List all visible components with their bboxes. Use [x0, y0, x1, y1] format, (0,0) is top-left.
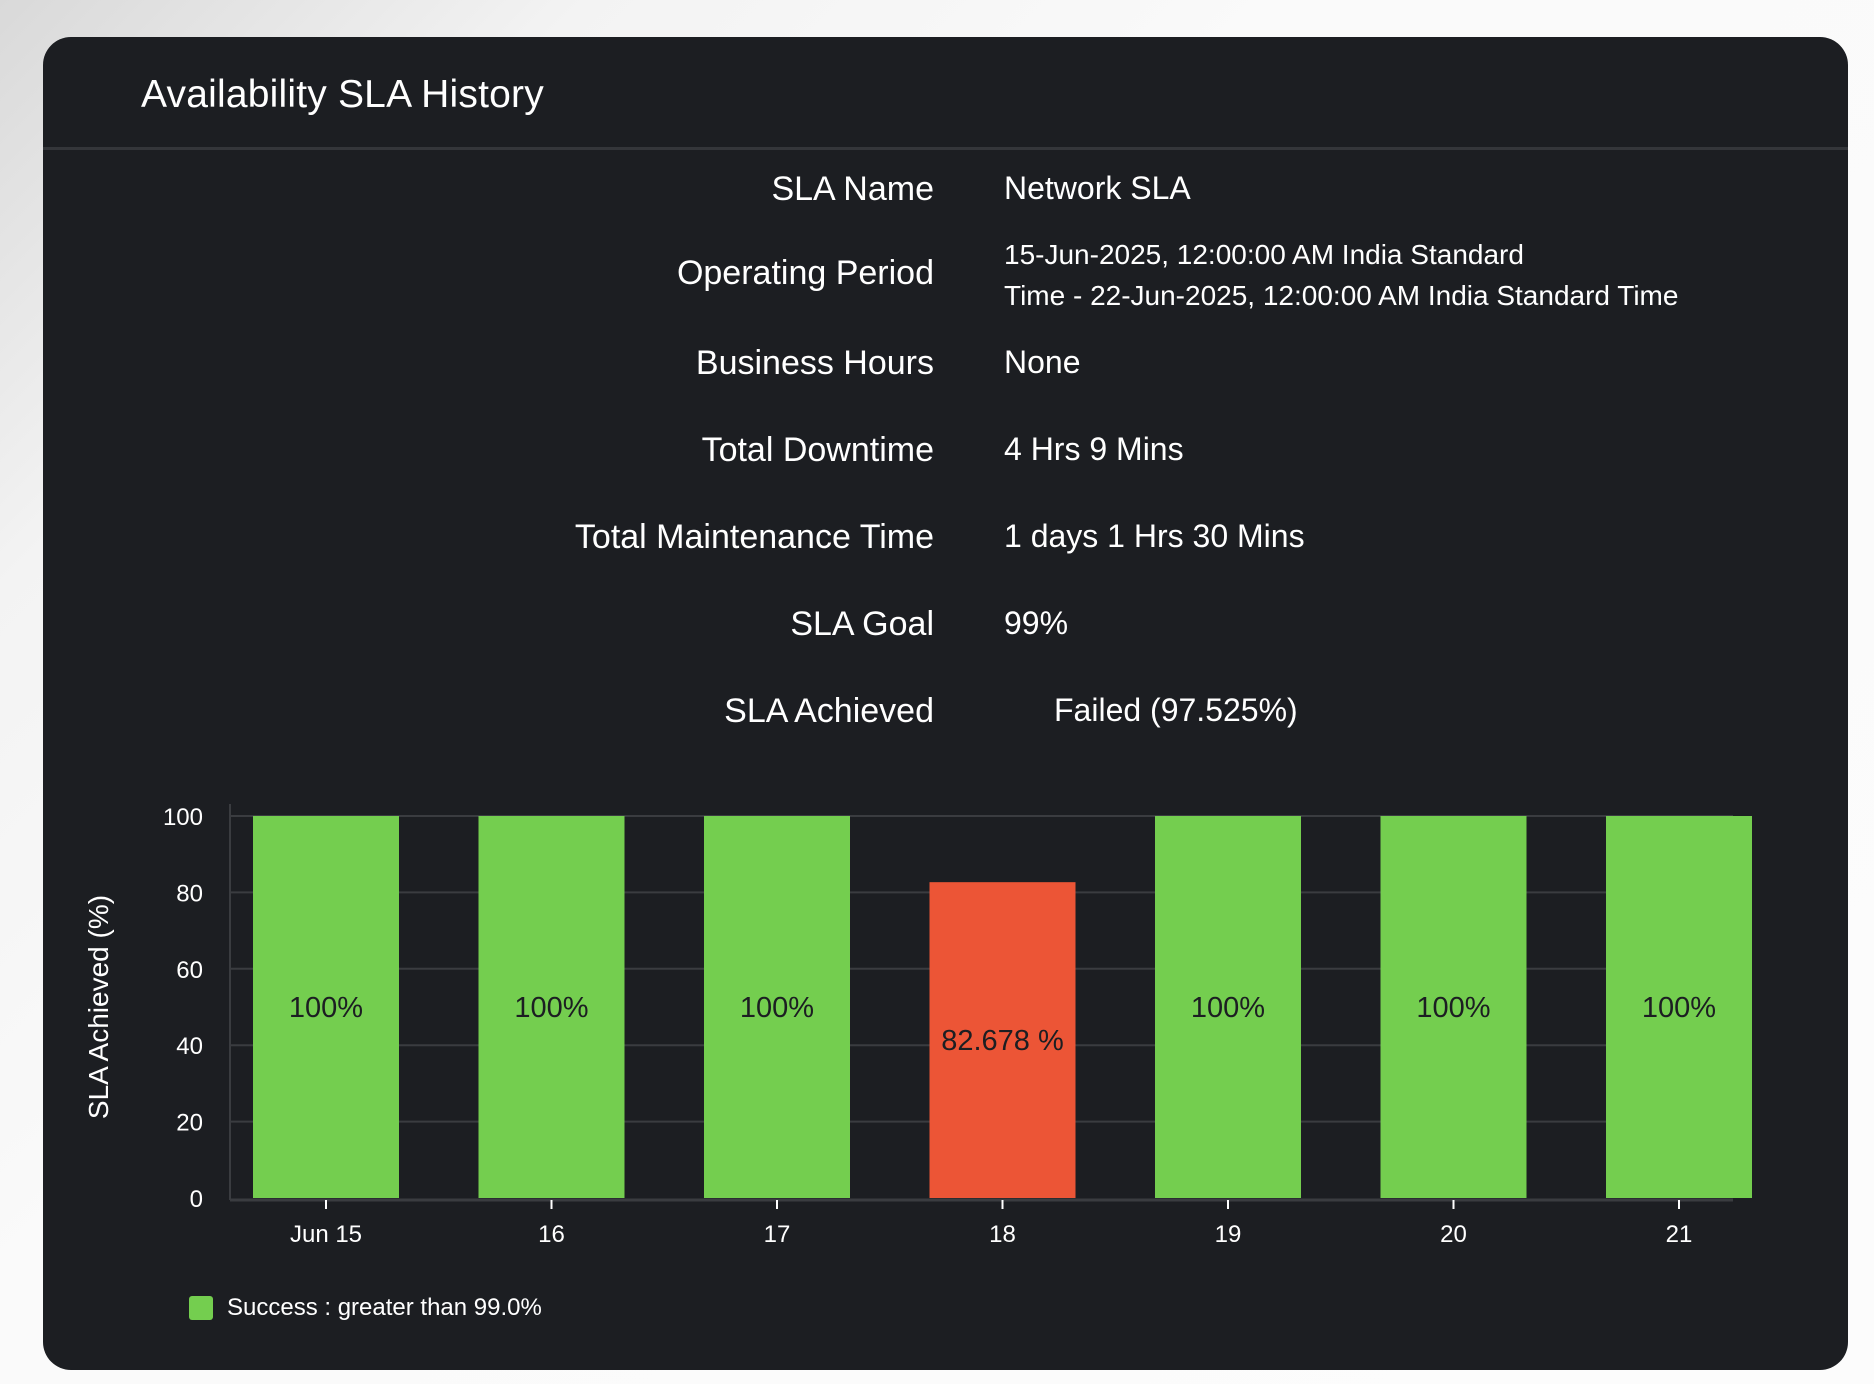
bar-success — [253, 816, 399, 1198]
detail-label: Operating Period — [676, 254, 934, 292]
y-axis-title: SLA Achieved (%) — [83, 895, 114, 1119]
y-tick-label: 80 — [176, 880, 203, 907]
bar-data-label: 100% — [289, 992, 363, 1024]
y-tick-label: 60 — [176, 957, 203, 984]
chart-legend: Success : greater than 99.0% — [189, 1294, 542, 1322]
x-tick-label: 19 — [1215, 1221, 1242, 1248]
y-tick-label: 0 — [190, 1186, 203, 1213]
bar-data-label: 100% — [1416, 992, 1490, 1024]
legend-swatch-success — [189, 1296, 213, 1320]
sla-history-card: Availability SLA History SLA Name Networ… — [43, 37, 1848, 1370]
detail-label: SLA Name — [771, 170, 934, 208]
x-tick-label: 16 — [538, 1221, 565, 1248]
detail-label: SLA Achieved — [724, 692, 934, 730]
bar-success — [1155, 816, 1301, 1198]
x-tick-label: 21 — [1666, 1221, 1693, 1248]
legend-label-success: Success : greater than 99.0% — [227, 1294, 542, 1321]
y-tick-label: 40 — [176, 1033, 203, 1060]
detail-value: 15-Jun-2025, 12:00:00 AM India Standard … — [1004, 234, 1678, 316]
y-tick-label: 100 — [163, 804, 203, 831]
detail-value: 1 days 1 Hrs 30 Mins — [1004, 518, 1305, 554]
card-title: Availability SLA History — [141, 73, 544, 116]
header-divider — [43, 147, 1848, 150]
detail-value-line: Time - 22-Jun-2025, 12:00:00 AM India St… — [1004, 280, 1679, 311]
detail-value: 99% — [1004, 605, 1069, 641]
x-tick-label: 18 — [989, 1221, 1016, 1248]
detail-label: SLA Goal — [790, 605, 934, 643]
bar-data-label: 100% — [514, 992, 588, 1024]
detail-value: None — [1004, 344, 1081, 380]
bar-failure — [929, 882, 1076, 1198]
detail-value: Network SLA — [1004, 170, 1191, 206]
bar-data-label: 82.678 % — [941, 1025, 1064, 1057]
detail-label: Business Hours — [695, 344, 934, 382]
detail-value: 4 Hrs 9 Mins — [1004, 431, 1184, 467]
x-tick-label: 20 — [1440, 1221, 1467, 1248]
bar-data-label: 100% — [740, 992, 814, 1024]
detail-label: Total Maintenance Time — [574, 518, 934, 556]
bar-data-label: 100% — [1642, 992, 1716, 1024]
bar-success — [704, 816, 850, 1198]
bar-success — [1380, 816, 1527, 1198]
detail-label: Total Downtime — [701, 431, 934, 469]
bar-success — [1606, 816, 1752, 1198]
y-tick-label: 20 — [176, 1110, 203, 1137]
x-tick-label: 17 — [764, 1221, 791, 1248]
bar-data-label: 100% — [1191, 992, 1265, 1024]
bar-success — [478, 816, 625, 1198]
x-tick-label: Jun 15 — [290, 1221, 362, 1248]
detail-value: Failed (97.525%) — [1054, 692, 1298, 728]
detail-value-line: 15-Jun-2025, 12:00:00 AM India Standard — [1004, 239, 1524, 270]
sla-bar-chart: 0 20 40 60 80 100 SLA Achieved (%) 100% Jun 15 10… — [83, 804, 1752, 1248]
